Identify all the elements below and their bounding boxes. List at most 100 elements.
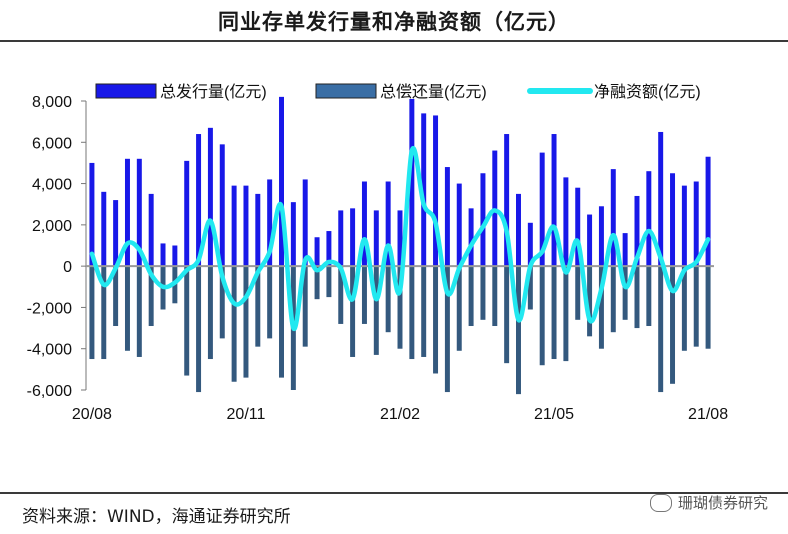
legend-label: 总偿还量(亿元) xyxy=(380,83,487,101)
repayment-bar xyxy=(527,266,533,310)
issuance-bar xyxy=(207,127,213,267)
repayment-bar xyxy=(113,266,119,327)
net-financing-line xyxy=(89,145,711,331)
issuance-bar xyxy=(421,113,427,267)
issuance-bar xyxy=(598,206,604,267)
issuance-bar xyxy=(267,179,273,267)
repayment-bar xyxy=(551,266,557,360)
issuance-bar xyxy=(350,208,356,267)
repayment-bar xyxy=(634,266,640,329)
repayment-bar xyxy=(373,266,379,355)
repayment-bar xyxy=(681,266,687,351)
repayment-bar xyxy=(587,266,593,337)
x-tick-label: 21/02 xyxy=(380,406,420,423)
chart-area: -6,000-4,000-2,00002,0004,0006,0008,000 … xyxy=(27,83,729,423)
y-tick-label: -2,000 xyxy=(27,300,72,317)
issuance-bar xyxy=(113,200,119,267)
issuance-bar xyxy=(302,179,308,267)
issuance-bar xyxy=(551,134,557,267)
issuance-bar xyxy=(527,222,533,267)
legend-swatch xyxy=(95,83,157,99)
repayment-bar xyxy=(279,266,284,378)
issuance-bar xyxy=(705,156,711,267)
issuance-bar xyxy=(480,173,486,267)
issuance-bar xyxy=(243,185,249,267)
repayment-bar xyxy=(456,266,462,351)
repayment-bar xyxy=(409,266,415,360)
x-tick-label: 20/08 xyxy=(72,406,112,423)
legend-label: 总发行量(亿元) xyxy=(160,83,267,101)
repayment-bar xyxy=(314,266,320,300)
repayment-bar xyxy=(610,266,616,333)
y-tick-label: 8,000 xyxy=(32,94,72,111)
issuance-bar xyxy=(634,195,640,267)
repayment-bar xyxy=(646,266,652,327)
y-tick-label: 2,000 xyxy=(32,218,72,235)
chart-title: 同业存单发行量和净融资额（亿元） xyxy=(218,10,570,34)
repayment-bar xyxy=(302,266,308,347)
issuance-bar xyxy=(160,243,166,267)
issuance-bar xyxy=(563,177,569,267)
repayment-bar xyxy=(693,266,699,347)
issuance-bar xyxy=(255,193,261,267)
issuance-bar xyxy=(136,158,142,267)
issuance-bar xyxy=(516,193,521,267)
repayment-bar xyxy=(101,266,107,360)
repayment-bar xyxy=(598,266,604,349)
repayment-bar xyxy=(480,266,486,320)
repayment-bar xyxy=(207,266,213,360)
issuance-bar xyxy=(172,245,178,267)
repayment-bar xyxy=(397,266,403,349)
repayment-bar xyxy=(444,266,450,393)
wechat-icon xyxy=(649,493,672,512)
y-tick-label: 6,000 xyxy=(32,135,72,152)
issuance-bar xyxy=(148,193,154,267)
issuance-bar xyxy=(658,131,664,267)
issuance-bar xyxy=(610,169,616,267)
issuance-bar xyxy=(361,181,367,267)
repayment-bar xyxy=(196,266,202,393)
issuance-bar xyxy=(219,144,225,267)
issuance-bar xyxy=(314,237,320,267)
repayment-bar xyxy=(385,266,391,333)
issuance-bar xyxy=(385,181,391,267)
repayment-bar xyxy=(326,266,332,298)
issuance-bar xyxy=(196,134,202,267)
legend-label: 净融资额(亿元) xyxy=(594,83,701,101)
issuance-bar xyxy=(89,162,95,267)
watermark-text: 珊瑚债券研究 xyxy=(677,494,768,512)
issuance-bar xyxy=(231,185,237,267)
issuance-bar xyxy=(670,173,676,267)
issuance-bar xyxy=(693,181,699,267)
issuance-bar xyxy=(646,171,652,267)
issuance-bar xyxy=(622,233,628,267)
issuance-bar xyxy=(124,158,130,267)
y-tick-label: 4,000 xyxy=(32,177,72,194)
repayment-bar xyxy=(89,266,95,360)
repayment-bar xyxy=(658,266,664,393)
legend-net: 净融资额(亿元) xyxy=(527,83,701,101)
issuance-bar xyxy=(338,210,344,267)
repayment-bar xyxy=(575,266,581,320)
y-tick-label: -6,000 xyxy=(27,383,72,400)
repayment-bar xyxy=(219,266,225,339)
issuance-bar xyxy=(279,96,284,267)
issuance-bar xyxy=(184,160,190,267)
issuance-bar xyxy=(444,167,450,267)
repayment-bar xyxy=(421,266,427,357)
repayment-bar xyxy=(184,266,190,376)
repayment-bar xyxy=(705,266,711,349)
repayment-bar xyxy=(231,266,237,382)
legend-issuance: 总发行量(亿元) xyxy=(95,83,267,101)
legend-repayment: 总偿还量(亿元) xyxy=(315,83,487,101)
repayment-bar xyxy=(267,266,273,339)
issuance-bar xyxy=(575,187,581,267)
y-tick-label: -4,000 xyxy=(27,342,72,359)
issuance-bar xyxy=(101,191,107,267)
repayment-bar xyxy=(433,266,439,374)
issuance-bar xyxy=(468,208,474,267)
repayment-bar xyxy=(516,266,521,395)
issuance-bar xyxy=(681,185,687,267)
issuance-bar xyxy=(456,183,462,267)
issuance-bar xyxy=(326,231,332,267)
